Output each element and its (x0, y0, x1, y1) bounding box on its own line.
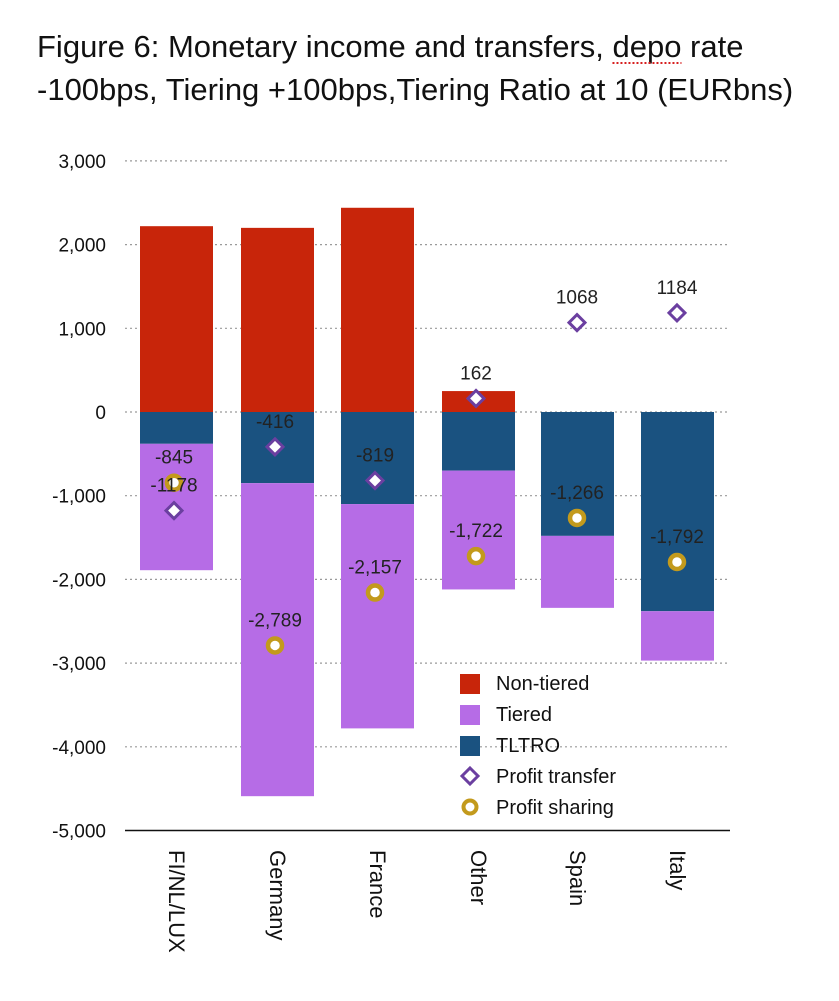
legend-label: Non-tiered (496, 673, 589, 695)
x-category-label: Spain (565, 850, 590, 906)
label-profit-sharing: -2,157 (348, 558, 402, 579)
legend-swatch-tiered (460, 705, 480, 725)
bar-tltro-0 (140, 412, 213, 444)
label-profit-sharing: -2,789 (248, 610, 302, 631)
x-category-label: Germany (265, 850, 290, 940)
marker-profit-sharing (164, 473, 184, 492)
label-profit-transfer: -416 (256, 412, 294, 433)
legend-swatch-tltro (460, 736, 480, 756)
bar-tltro-2 (341, 412, 414, 505)
y-tick-label: -4,000 (52, 738, 106, 759)
label-profit-transfer: -1178 (150, 476, 197, 497)
marker-profit-transfer (264, 436, 286, 457)
x-category-label: Other (466, 850, 491, 905)
label-profit-sharing: -1,266 (550, 483, 604, 504)
bar-tltro-5 (641, 412, 714, 612)
legend-label: Profit transfer (496, 766, 616, 788)
bar-non-tiered-2 (341, 207, 414, 412)
marker-profit-sharing (667, 552, 687, 572)
y-tick-label: 0 (95, 403, 106, 424)
chart-title-line1: Figure 6: Monetary income and transfers,… (37, 29, 743, 64)
x-category-label: France (365, 850, 390, 918)
y-tick-label: -5,000 (52, 822, 106, 843)
label-profit-transfer: -819 (356, 446, 394, 467)
x-category-label: Italy (665, 850, 690, 890)
y-tick-label: 3,000 (58, 152, 106, 173)
x-category-label: FI/NL/LUX (164, 850, 189, 953)
y-tick-label: 2,000 (58, 236, 106, 257)
label-profit-transfer: 1068 (556, 288, 598, 309)
legend-label: TLTRO (496, 735, 560, 757)
bar-tiered-2 (341, 504, 414, 729)
bar-tltro-3 (442, 412, 515, 471)
marker-profit-sharing (567, 508, 587, 528)
marker-profit-sharing (365, 583, 385, 602)
marker-profit-transfer (465, 388, 487, 409)
marker-profit-transfer (163, 500, 185, 521)
marker-profit-transfer (566, 312, 588, 333)
legend: Non-tiered Tiered TLTRO Profit transfer Prof… (459, 673, 616, 819)
y-tick-label: -1,000 (52, 487, 106, 508)
bar-non-tiered-0 (140, 226, 213, 412)
marker-profit-sharing (466, 546, 486, 566)
legend-swatch-profit-transfer (459, 765, 481, 787)
label-profit-sharing: -1,792 (650, 527, 704, 548)
label-profit-sharing: -845 (155, 448, 193, 469)
bar-non-tiered-1 (241, 227, 314, 412)
chart-title-line2: -100bps, Tiering +100bps,Tiering Ratio a… (37, 72, 793, 107)
legend-label: Profit sharing (496, 797, 614, 819)
y-tick-label: -2,000 (52, 570, 106, 591)
label-profit-transfer: 162 (460, 363, 492, 384)
marker-profit-sharing (265, 636, 285, 655)
marker-profit-transfer (364, 470, 386, 491)
label-profit-transfer: 1184 (657, 278, 698, 299)
y-tick-label: 1,000 (58, 319, 106, 340)
marker-profit-transfer (666, 302, 688, 324)
label-profit-sharing: -1,722 (449, 521, 503, 542)
bar-tiered-3 (442, 470, 515, 590)
bar-tiered-5 (641, 611, 714, 661)
bar-tiered-4 (541, 535, 614, 608)
legend-label: Tiered (496, 704, 552, 726)
y-tick-label: -3,000 (52, 654, 106, 675)
legend-swatch-non-tiered (460, 674, 480, 694)
legend-swatch-profit-sharing (461, 798, 479, 816)
